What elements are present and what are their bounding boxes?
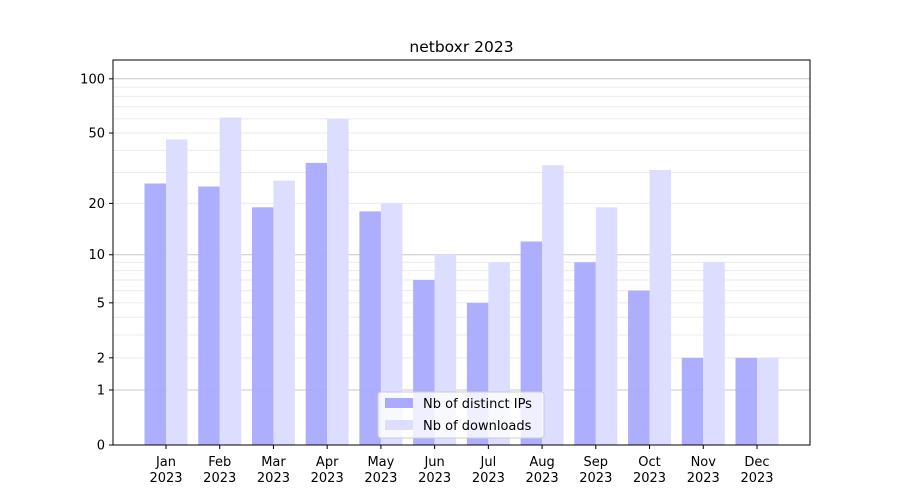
bar-downloads	[649, 170, 672, 445]
x-tick-label-month: Mar	[261, 455, 286, 470]
bar-ips	[681, 357, 704, 445]
y-tick-label: 2	[97, 351, 105, 366]
bar-downloads	[327, 118, 349, 445]
chart-title: netboxr 2023	[409, 38, 513, 56]
legend-label: Nb of distinct IPs	[423, 397, 532, 412]
y-tick-label: 100	[80, 72, 105, 87]
bar-ips	[305, 162, 328, 445]
bar-downloads	[219, 117, 242, 446]
bar-downloads	[757, 357, 779, 445]
x-tick-label-month: Nov	[691, 455, 717, 470]
x-tick-label-year: 2023	[633, 471, 666, 486]
x-tick-label-year: 2023	[257, 471, 290, 486]
x-tick-label-month: Jun	[423, 455, 444, 470]
x-tick-label-month: Dec	[744, 455, 769, 470]
x-tick-label-month: Jan	[155, 455, 176, 470]
x-tick-label-year: 2023	[418, 471, 451, 486]
bar-ips	[628, 290, 650, 445]
x-tick-label-year: 2023	[472, 471, 505, 486]
x-tick-label-year: 2023	[203, 471, 236, 486]
bar-downloads	[595, 207, 618, 445]
x-tick-label-year: 2023	[311, 471, 344, 486]
x-tick-label-month: May	[367, 455, 394, 470]
y-tick-label: 1	[97, 384, 105, 399]
bar-downloads	[166, 139, 188, 445]
x-tick-label-year: 2023	[364, 471, 397, 486]
x-tick-label-month: Oct	[638, 455, 660, 470]
bar-ips	[144, 183, 166, 445]
x-tick-label-month: Jul	[480, 455, 497, 470]
bar-downloads	[703, 262, 725, 445]
bar-ips	[574, 262, 596, 445]
bar-downloads	[542, 165, 564, 446]
y-tick-label: 5	[97, 296, 105, 311]
x-tick-label-year: 2023	[740, 471, 773, 486]
y-tick-label: 0	[97, 439, 105, 454]
bar-ips	[251, 207, 274, 445]
axes-frame	[112, 59, 811, 446]
bar-ips	[198, 186, 220, 445]
x-tick-label-year: 2023	[579, 471, 612, 486]
y-tick-label: 20	[88, 197, 105, 212]
bar-ips	[735, 357, 757, 445]
y-tick-label: 10	[88, 248, 105, 263]
legend-box	[377, 391, 545, 439]
bar-ips	[359, 211, 381, 445]
x-tick-label-month: Apr	[316, 455, 339, 470]
legend-swatch	[385, 420, 413, 430]
legend-label: Nb of downloads	[423, 419, 532, 434]
x-tick-label-month: Sep	[584, 455, 609, 470]
bar-downloads	[273, 180, 295, 445]
y-tick-label: 50	[88, 127, 105, 142]
x-tick-label-month: Aug	[529, 455, 554, 470]
x-tick-label-month: Feb	[208, 455, 231, 470]
x-tick-label-year: 2023	[687, 471, 720, 486]
legend-swatch	[385, 398, 413, 408]
x-tick-label-year: 2023	[526, 471, 559, 486]
x-tick-label-year: 2023	[149, 471, 182, 486]
bar-downloads	[380, 203, 403, 445]
